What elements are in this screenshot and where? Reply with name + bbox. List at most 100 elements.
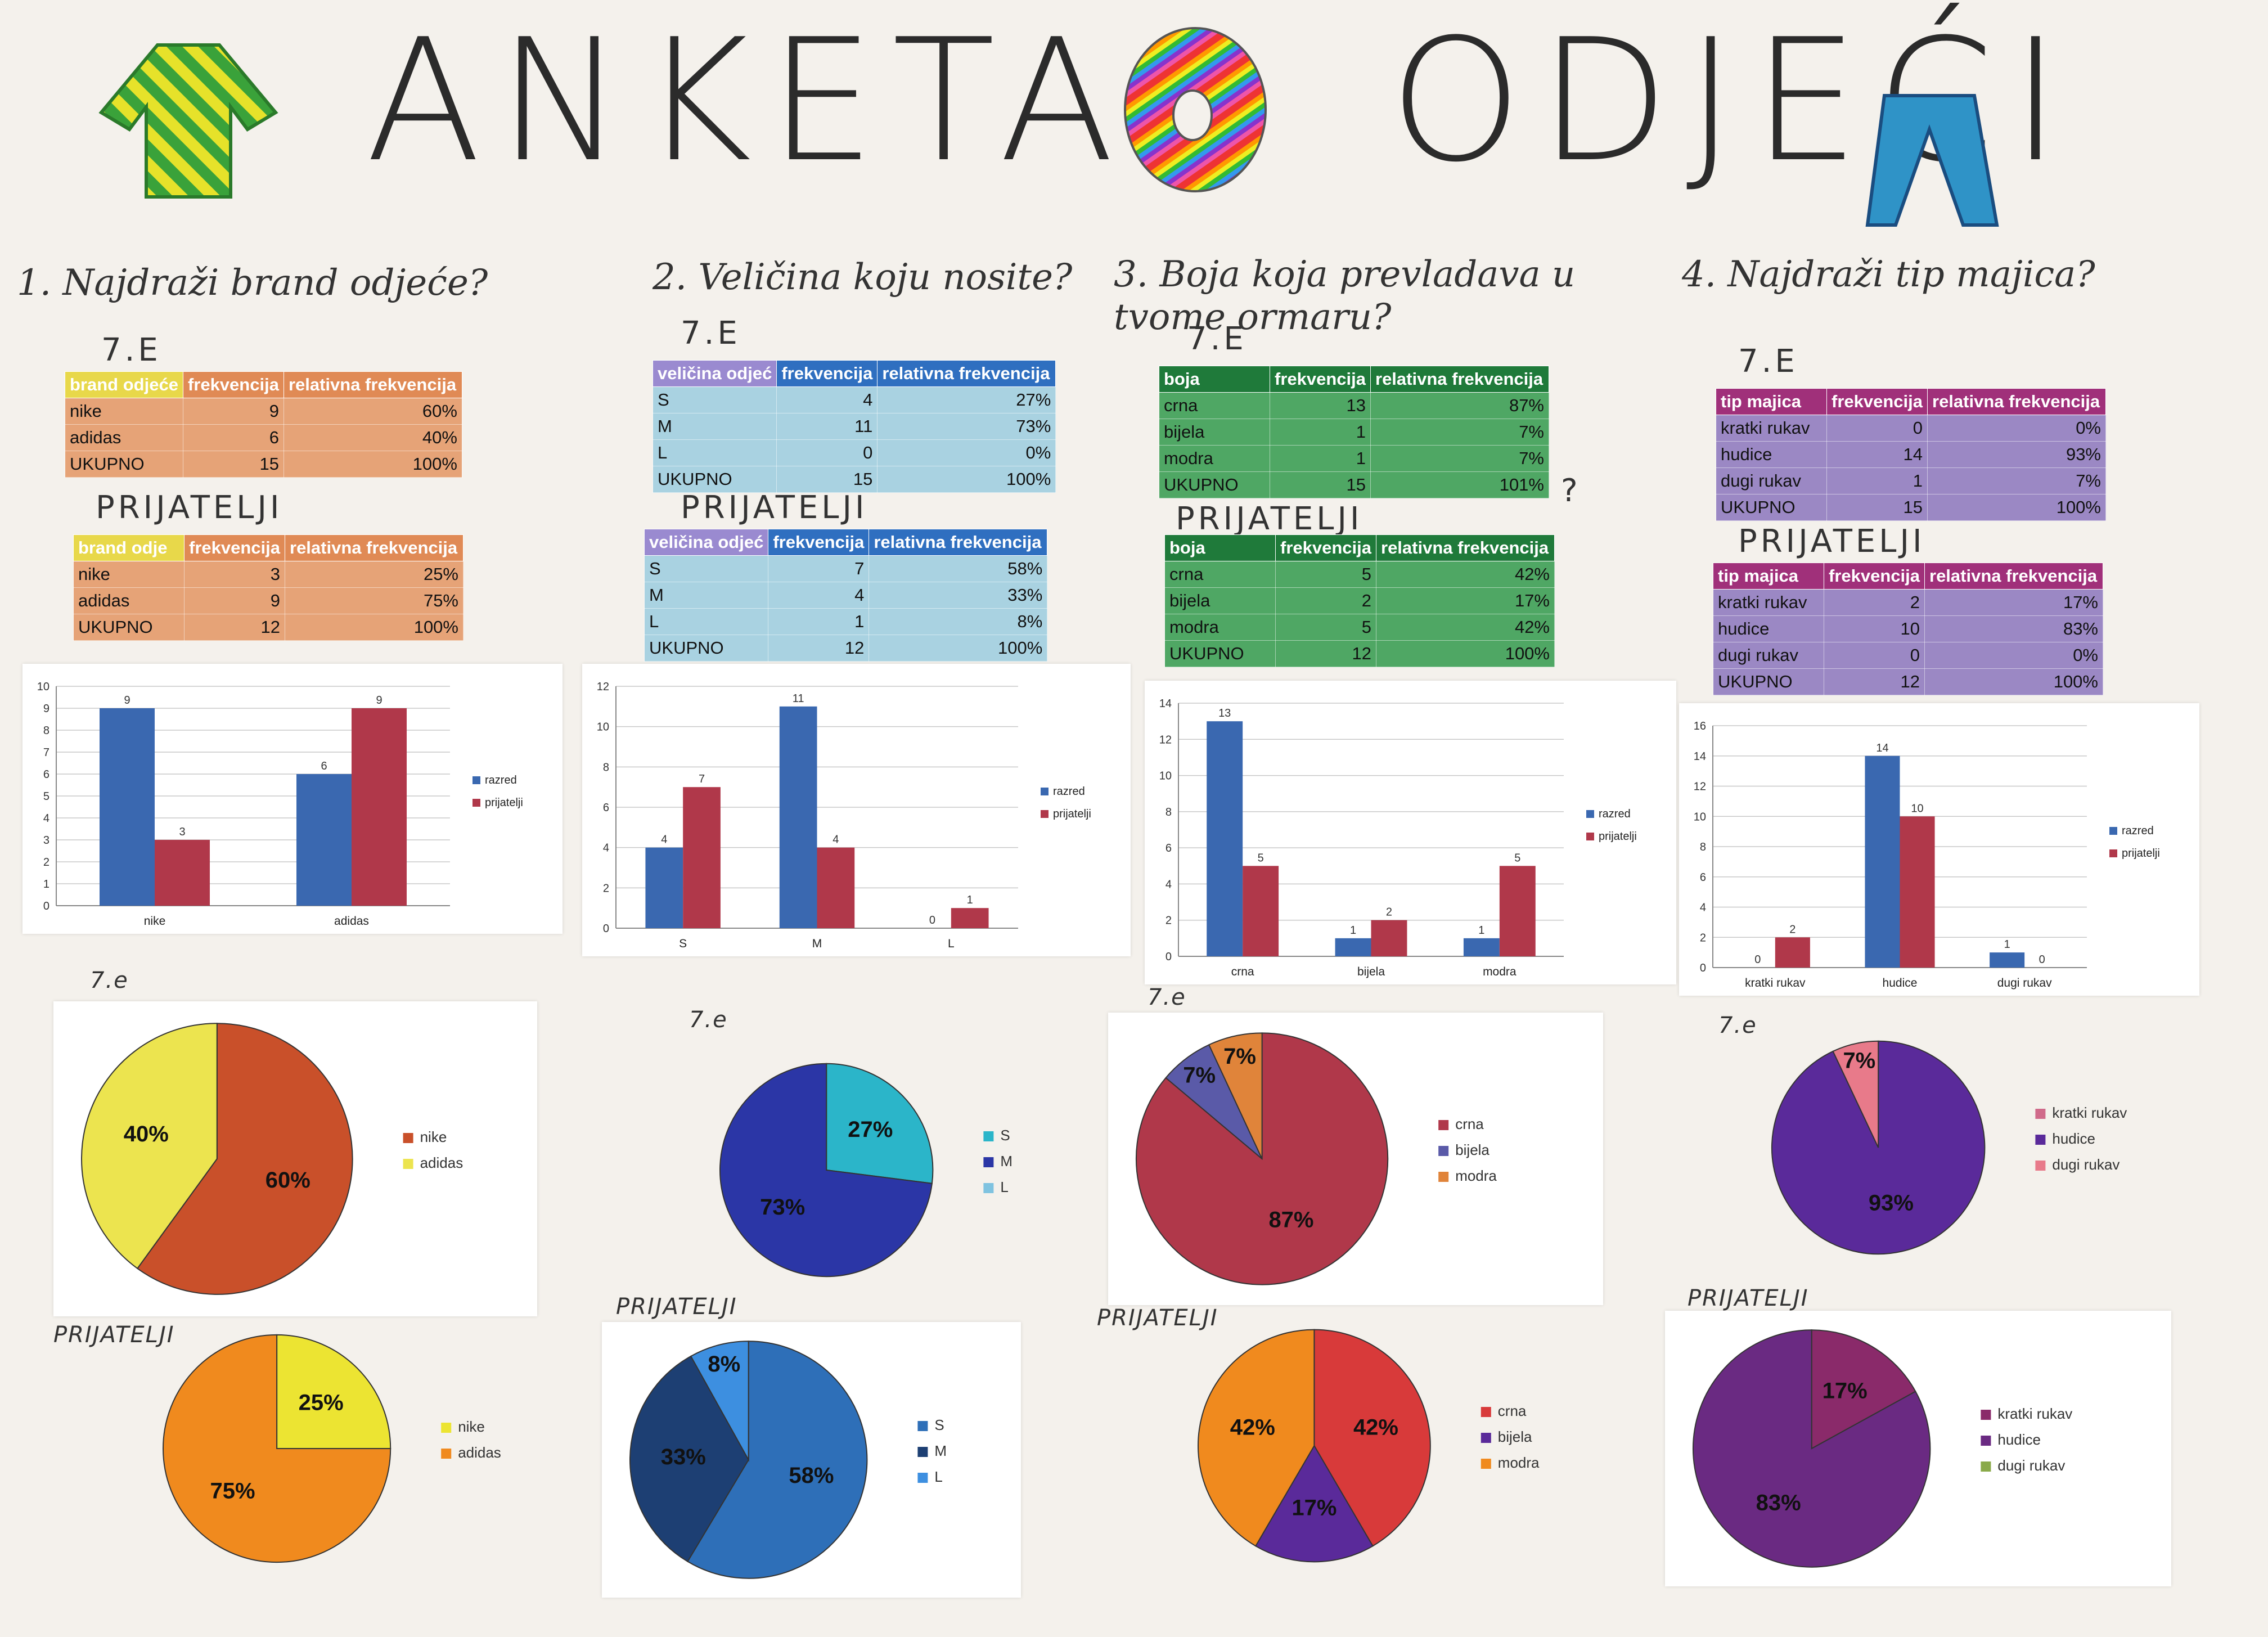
legend-swatch xyxy=(2035,1109,2046,1119)
pie-data-label: 58% xyxy=(789,1463,834,1488)
table-cell: 100% xyxy=(868,635,1048,662)
table-row: UKUPNO 12 100% xyxy=(73,614,464,641)
y-tick-label: 12 xyxy=(1159,734,1172,746)
table-cell: 14 xyxy=(1826,441,1928,468)
legend-swatch xyxy=(917,1473,928,1483)
question-4: 4. Najdraži tip majica? xyxy=(1682,254,2095,295)
table-cell: 4 xyxy=(768,582,870,609)
pie-brand-prijatelji: 25% 75% nike adidas xyxy=(163,1334,501,1563)
table-header-cell: relativna frekvencija xyxy=(868,529,1048,556)
table-cell: 3 xyxy=(184,561,285,588)
table-cell: 12 xyxy=(184,614,285,641)
bar-prijatelji xyxy=(1499,866,1536,956)
pie-data-label: 25% xyxy=(299,1390,344,1415)
table-cell: 87% xyxy=(1370,392,1549,419)
bar-data-label: 4 xyxy=(832,834,839,846)
legend-label: razred xyxy=(2122,825,2154,837)
table-cell: 100% xyxy=(1376,640,1555,667)
bar-data-label: 7 xyxy=(699,773,705,785)
table-header-cell: boja xyxy=(1164,534,1276,561)
bar-data-label: 3 xyxy=(179,826,185,838)
legend-swatch xyxy=(472,799,480,807)
table-header-cell: frekvencija xyxy=(776,360,878,387)
legend-label: modra xyxy=(1498,1454,1540,1471)
y-tick-label: 12 xyxy=(1694,781,1706,793)
table-cell: 100% xyxy=(1927,494,2106,521)
table-header-cell: frekvencija xyxy=(1275,534,1376,561)
pie-slice-S xyxy=(687,1341,868,1579)
pie-data-label: 75% xyxy=(210,1479,255,1504)
table-cell: dugi rukav xyxy=(1713,642,1824,669)
y-tick-label: 2 xyxy=(603,882,609,894)
x-tick-label: L xyxy=(948,937,955,950)
table-header-cell: brand odje xyxy=(73,534,184,561)
legend-label: adidas xyxy=(420,1154,464,1171)
table-row: dugi rukav 0 0% xyxy=(1713,642,2103,669)
pie-color-prijatelji: 42% 17% 42% crna bijela modra xyxy=(1198,1329,1540,1563)
table-cell: 5 xyxy=(1275,561,1376,588)
friends-label: PRIJATELJI xyxy=(681,489,868,526)
pie-data-label: 40% xyxy=(124,1122,169,1146)
legend-swatch xyxy=(2035,1135,2046,1145)
table-header-cell: frekvencija xyxy=(768,529,870,556)
group-label-small: 7.e xyxy=(689,1007,728,1033)
table-row: M 11 73% xyxy=(652,413,1056,440)
legend-swatch xyxy=(1981,1410,1991,1420)
bar-razred xyxy=(1207,721,1243,956)
legend-swatch xyxy=(1586,810,1594,818)
x-tick-label: nike xyxy=(144,915,166,928)
table-cell: 12 xyxy=(1824,668,1925,695)
friends-label: PRIJATELJI xyxy=(1176,501,1363,537)
donut-icon xyxy=(1124,27,1267,192)
legend-swatch xyxy=(403,1159,413,1169)
table-cell: dugi rukav xyxy=(1716,467,1827,494)
table-cell: modra xyxy=(1164,614,1276,641)
table-cell: 100% xyxy=(285,614,464,641)
pie-slice-crna xyxy=(1313,1329,1431,1547)
table-header-cell: relativna frekvencija xyxy=(877,360,1056,387)
table-row: bijela 2 17% xyxy=(1164,587,1555,614)
legend-swatch xyxy=(983,1131,994,1141)
table-cell: 42% xyxy=(1376,561,1555,588)
table-header-cell: tip majica xyxy=(1713,563,1824,590)
pie-data-label: 87% xyxy=(1268,1208,1313,1233)
table-cell: UKUPNO xyxy=(65,451,183,478)
table-cell: 15 xyxy=(182,451,284,478)
y-tick-label: 1 xyxy=(43,878,50,891)
bar-data-label: 1 xyxy=(967,894,973,906)
legend-swatch xyxy=(917,1421,928,1431)
table-cell: 1 xyxy=(1270,419,1371,446)
legend-label: nike xyxy=(420,1128,447,1145)
pie-slice-dugi-rukav xyxy=(1832,1040,1879,1148)
table-header-cell: relativna frekvencija xyxy=(285,534,464,561)
table-size-prijatelji: veličina odjeć frekvencija relativna frekv… xyxy=(644,529,1048,662)
table-row: L 0 0% xyxy=(652,439,1056,466)
table-row: S 4 27% xyxy=(652,386,1056,413)
table-cell: kratki rukav xyxy=(1713,589,1824,616)
friends-label: PRIJATELJI xyxy=(96,489,283,526)
table-cell: UKUPNO xyxy=(73,614,184,641)
table-cell: 0% xyxy=(877,439,1056,466)
legend-label: razred xyxy=(1599,808,1631,820)
question-3: 3. Boja koja prevladava u tvome ormaru? xyxy=(1114,254,1576,338)
legend-label: prijatelji xyxy=(2122,847,2160,860)
legend-swatch xyxy=(403,1133,413,1143)
pie-slice-bijela xyxy=(1254,1445,1374,1563)
legend-label: L xyxy=(934,1468,942,1485)
table-cell: 42% xyxy=(1376,614,1555,641)
y-tick-label: 6 xyxy=(1166,842,1172,855)
table-cell: 0% xyxy=(1927,415,2106,442)
table-row: M 4 33% xyxy=(644,582,1048,609)
pie-data-label: 27% xyxy=(848,1117,893,1142)
question-1: 1. Najdraži brand odjeće? xyxy=(17,262,488,304)
y-tick-label: 7 xyxy=(43,746,50,759)
bar-prijatelji xyxy=(352,708,407,906)
y-tick-label: 0 xyxy=(43,900,50,912)
pie-data-label: 83% xyxy=(1756,1491,1801,1515)
table-cell: 15 xyxy=(1826,494,1928,521)
legend-label: bijela xyxy=(1498,1428,1532,1445)
table-row: modra 1 7% xyxy=(1159,445,1549,472)
table-row: hudice 14 93% xyxy=(1716,441,2106,468)
legend-label: nike xyxy=(458,1418,485,1435)
pie-data-label: 42% xyxy=(1353,1415,1398,1440)
